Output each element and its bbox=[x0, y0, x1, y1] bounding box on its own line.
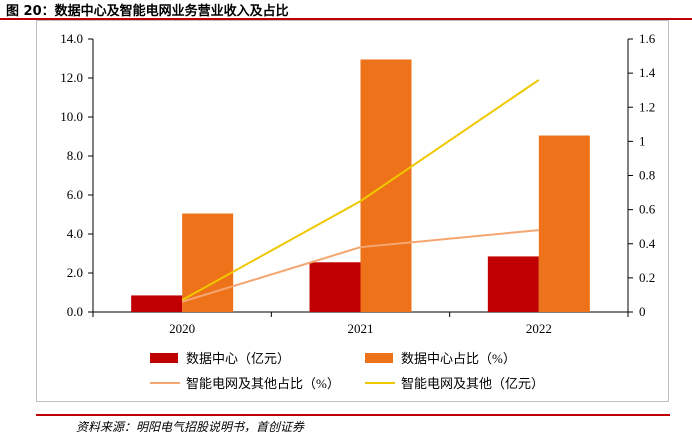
right-tick-label: 0 bbox=[639, 304, 646, 319]
left-tick-label: 14.0 bbox=[60, 31, 83, 46]
legend-grid-revenue-label: 智能电网及其他（亿元） bbox=[401, 376, 544, 391]
source-rule bbox=[36, 414, 670, 416]
right-tick-label: 1.6 bbox=[639, 31, 656, 46]
line-grid-share bbox=[181, 229, 539, 303]
bar-dc-revenue bbox=[309, 262, 361, 312]
left-tick-label: 12.0 bbox=[60, 70, 83, 85]
right-tick-label: 1.2 bbox=[639, 99, 655, 114]
bar-dc-share bbox=[538, 135, 590, 312]
left-tick-label: 0.0 bbox=[67, 304, 83, 319]
left-tick-label: 10.0 bbox=[60, 109, 83, 124]
right-tick-label: 0.4 bbox=[639, 236, 656, 251]
title-rule bbox=[0, 18, 692, 20]
legend-dc-revenue-swatch bbox=[150, 353, 178, 363]
legend-grid-share-label: 智能电网及其他占比（%） bbox=[186, 376, 340, 391]
legend: 数据中心（亿元） 数据中心占比（%） 智能电网及其他占比（%） 智能电网及其他（亿元） bbox=[150, 351, 544, 391]
bar-dc-revenue bbox=[131, 295, 183, 312]
lines bbox=[181, 79, 540, 303]
right-tick-label: 0.2 bbox=[639, 270, 655, 285]
legend-dc-share-label: 数据中心占比（%） bbox=[401, 351, 516, 366]
bar-dc-share bbox=[360, 59, 412, 312]
bars bbox=[131, 59, 590, 312]
x-tick-label: 2021 bbox=[348, 321, 374, 336]
legend-dc-revenue-label: 数据中心（亿元） bbox=[186, 351, 290, 366]
left-tick-label: 6.0 bbox=[67, 187, 83, 202]
x-tick-label: 2020 bbox=[169, 321, 195, 336]
right-tick-label: 0.6 bbox=[639, 202, 656, 217]
bar-dc-revenue bbox=[487, 256, 539, 312]
left-tick-label: 4.0 bbox=[67, 226, 83, 241]
right-tick-label: 1 bbox=[639, 133, 646, 148]
source-note: 资料来源：明阳电气招股说明书，首创证券 bbox=[76, 420, 305, 434]
legend-dc-share-swatch bbox=[365, 353, 393, 363]
line-grid-revenue bbox=[181, 79, 540, 301]
bar-dc-share bbox=[182, 213, 234, 312]
left-tick-label: 2.0 bbox=[67, 265, 83, 280]
figure-title: 图 20：数据中心及智能电网业务营业收入及占比 bbox=[6, 4, 289, 19]
right-tick-label: 0.8 bbox=[639, 168, 655, 183]
left-tick-label: 8.0 bbox=[67, 148, 83, 163]
x-tick-label: 2022 bbox=[526, 321, 552, 336]
chart-frame bbox=[36, 20, 669, 402]
right-tick-label: 1.4 bbox=[639, 65, 656, 80]
